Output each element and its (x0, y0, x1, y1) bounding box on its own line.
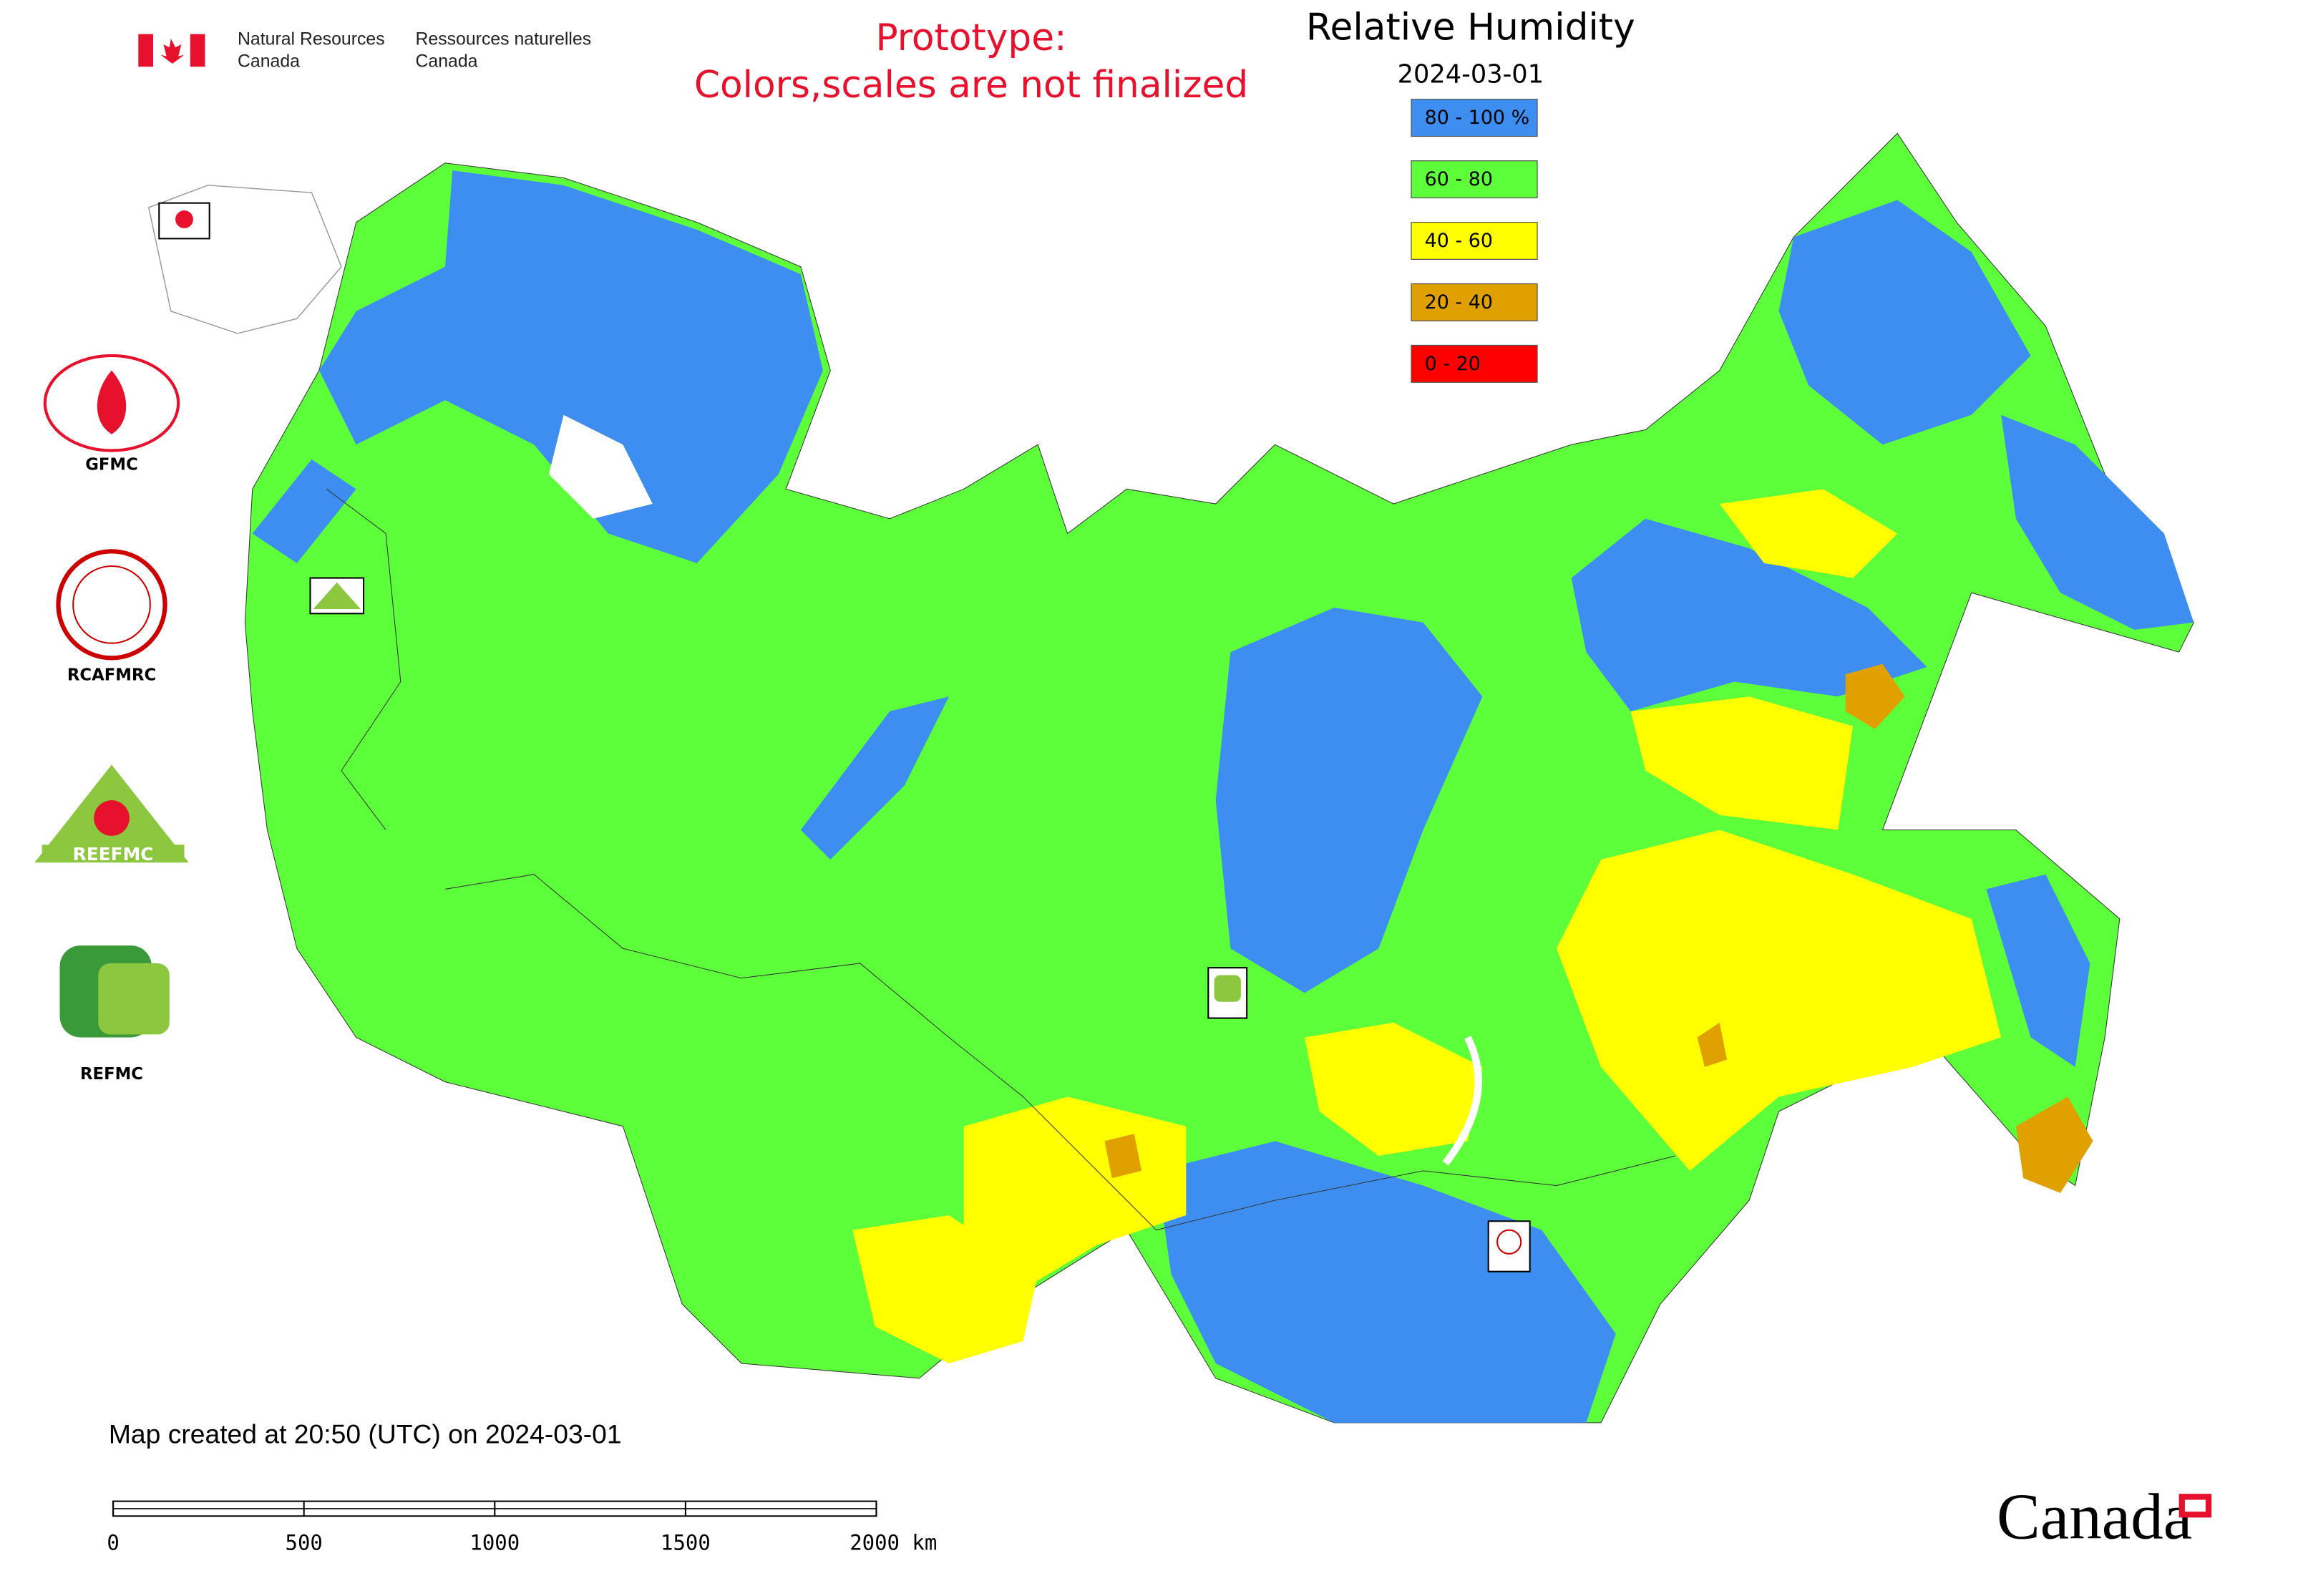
humidity-zone (1986, 874, 2090, 1067)
legend-label: 20 - 40 (1425, 291, 1493, 313)
water (548, 414, 653, 519)
logo-refmc: REFMC (59, 945, 170, 1084)
humidity-zone (2001, 414, 2194, 631)
scale-label: 0 (107, 1531, 119, 1555)
scale-label: 1500 (661, 1531, 711, 1555)
scale-label: 500 (286, 1531, 323, 1555)
logo-label: RCAFMRC (67, 666, 156, 685)
humidity-zone (252, 459, 356, 563)
map-title: Relative Humidity (1306, 6, 1635, 49)
lake-baikal (1442, 1036, 1482, 1166)
legend: 80 - 100 % 60 - 80 40 - 60 20 - 40 0 - 20 (1411, 99, 1538, 383)
scale-label: 1000 (469, 1531, 520, 1555)
department-fr: Ressources naturelles (416, 29, 592, 49)
gfmc-marker-icon (175, 210, 193, 228)
humidity-zone (1778, 200, 2031, 445)
legend-swatch (1411, 221, 1538, 260)
legend-swatch (1411, 344, 1538, 383)
scale-bar: 0 500 1000 1500 2000 km (107, 1500, 937, 1555)
map-date: 2024-03-01 (1398, 60, 1544, 89)
borders (326, 488, 1675, 1231)
humidity-zone (1630, 696, 1854, 830)
humidity-zone (1156, 1141, 1616, 1423)
humidity-zone (1104, 1134, 1142, 1179)
reefmc-marker-icon (313, 582, 361, 610)
canada-wordmark: Canada (1997, 1481, 2192, 1553)
legend-swatch (1411, 99, 1538, 137)
legend-label: 60 - 80 (1425, 168, 1493, 190)
rcafmrc-marker-icon (1496, 1229, 1522, 1255)
logo-text: REEFMC (73, 844, 154, 865)
wordmark-flag (2178, 1494, 2212, 1518)
logo-label: REFMC (80, 1065, 143, 1084)
humidity-zone (852, 1215, 1038, 1364)
humidity-zone (1571, 518, 1927, 711)
department-en: Canada (238, 52, 300, 72)
humidity-zone (1304, 1022, 1483, 1157)
humidity-zone (1719, 489, 1898, 578)
humidity-zone (1215, 607, 1483, 993)
legend-label: 80 - 100 % (1425, 107, 1530, 129)
humidity-zone (1697, 1022, 1728, 1067)
prototype-notice: Prototype: (875, 16, 1066, 59)
refmc-marker-icon (1214, 975, 1241, 1002)
humidity-zone (800, 696, 949, 860)
humidity-zone (2015, 1096, 2093, 1193)
scale-label: 2000 km (849, 1531, 937, 1555)
logo-label: GFMC (85, 456, 138, 475)
rcafmrc-marker (1487, 1220, 1531, 1273)
legend-label: 0 - 20 (1425, 353, 1481, 375)
prototype-notice: Colors,scales are not finalized (694, 64, 1248, 107)
humidity-zone (1556, 829, 2002, 1171)
logo-rcafmrc: RCAFMRC (56, 549, 167, 685)
humidity-zone (318, 170, 823, 563)
legend-swatch (1411, 160, 1538, 199)
created-note: Map created at 20:50 (UTC) on 2024-03-01 (109, 1419, 622, 1449)
legend-label: 40 - 60 (1425, 230, 1493, 252)
department-fr: Canada (416, 52, 478, 72)
legend-swatch (1411, 283, 1538, 321)
nrcan-signature: Natural Resources Canada Ressources natu… (138, 29, 592, 72)
map (147, 132, 2194, 1424)
department-en: Natural Resources (238, 29, 385, 49)
logo-gfmc: GFMC (43, 354, 180, 475)
logo-reefmc: REEFMC (34, 764, 189, 865)
